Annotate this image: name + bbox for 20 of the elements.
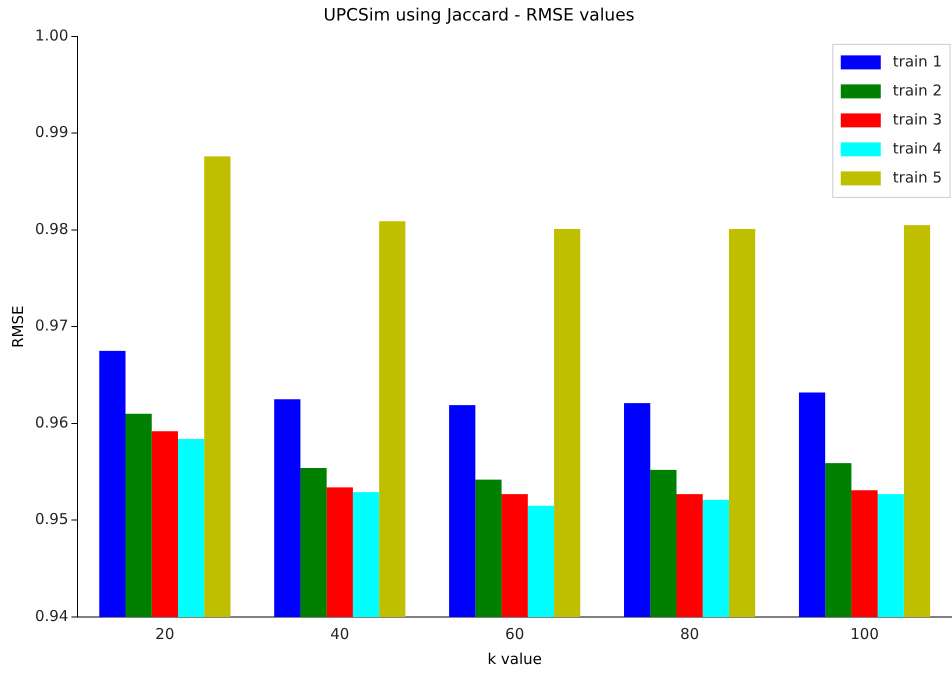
- y-tick-label: 1.00: [34, 26, 68, 44]
- legend-label: train 2: [892, 81, 942, 100]
- y-tick-label: 0.94: [34, 606, 68, 625]
- x-tick-label: 40: [330, 624, 350, 643]
- chart-title: UPCSim using Jaccard - RMSE values: [323, 6, 635, 26]
- y-tick-label: 0.98: [34, 220, 68, 238]
- x-tick-label: 20: [155, 624, 174, 643]
- x-tick-label: 100: [850, 624, 879, 643]
- legend-label: train 5: [892, 168, 942, 186]
- x-axis-title: k value: [487, 650, 542, 668]
- legend-label: train 3: [892, 110, 942, 128]
- y-tick-label: 0.96: [34, 413, 68, 432]
- legend-label: train 1: [892, 52, 942, 70]
- y-tick-label: 0.99: [34, 123, 68, 142]
- y-tick-label: 0.97: [34, 316, 68, 335]
- x-tick-label: 60: [505, 624, 524, 643]
- y-tick-label: 0.95: [34, 510, 68, 528]
- x-tick-label: 80: [680, 624, 700, 643]
- y-axis-title: RMSE: [8, 306, 27, 348]
- legend-label: train 4: [892, 139, 942, 158]
